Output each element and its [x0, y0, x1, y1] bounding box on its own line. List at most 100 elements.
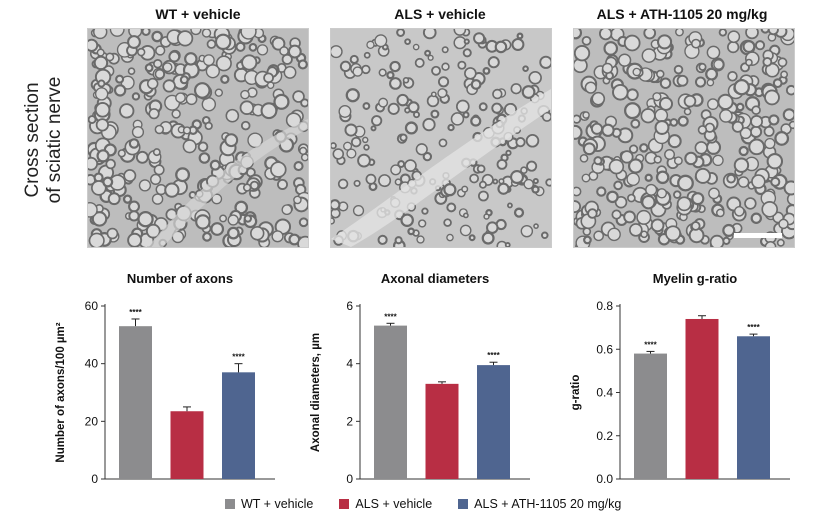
axon-ring: [418, 219, 427, 228]
axon-ring: [650, 218, 665, 233]
bar: [425, 383, 459, 479]
axon-ring: [782, 108, 794, 122]
axon-ring: [331, 217, 336, 225]
axon-ring: [540, 231, 549, 240]
axon-ring: [639, 143, 649, 153]
axon-ring: [777, 57, 788, 68]
axon-ring: [293, 161, 304, 172]
axon-ring: [667, 134, 682, 149]
axon-ring: [198, 152, 211, 164]
axon-ring: [453, 29, 467, 36]
axon-ring: [726, 173, 736, 184]
axon-ring: [574, 45, 591, 62]
axon-ring: [582, 111, 590, 119]
axon-ring: [443, 183, 457, 197]
axon-ring: [422, 117, 436, 132]
legend-swatch: [225, 499, 235, 509]
axon-ring: [579, 154, 589, 163]
bar-chart: Axonal diameters Axonal diameters, µm 0 2 4 6…: [310, 271, 530, 486]
axon-ring: [706, 78, 715, 87]
axon-ring: [128, 210, 140, 222]
axon-ring: [404, 159, 417, 172]
axon-ring: [88, 232, 105, 247]
axon-ring: [522, 65, 529, 72]
axon-ring: [617, 53, 632, 67]
axon-ring: [640, 108, 656, 124]
axon-ring: [389, 60, 401, 73]
axon-ring: [154, 68, 165, 80]
legend-swatch: [458, 499, 469, 509]
axon-ring: [131, 126, 145, 139]
axon-ring: [188, 191, 197, 200]
axon-ring: [396, 29, 406, 37]
axon-ring: [628, 144, 639, 154]
axon-ring: [510, 83, 522, 95]
axon-ring: [277, 178, 288, 190]
axon-ring: [521, 85, 536, 99]
axon-ring: [611, 209, 622, 220]
axon-ring: [430, 91, 437, 98]
axon-ring: [656, 188, 668, 199]
row-label-svg: Cross section of sciatic nerve: [22, 77, 65, 204]
axon-ring: [750, 115, 764, 128]
axon-ring: [541, 111, 551, 122]
axon-ring: [249, 180, 260, 191]
row-label-line2: of sciatic nerve: [44, 77, 65, 204]
axon-ring: [760, 29, 770, 34]
axon-ring: [698, 62, 707, 71]
axon-ring: [175, 92, 186, 104]
axon-ring: [487, 56, 500, 69]
axon-ring: [654, 108, 669, 123]
axon-ring: [109, 29, 125, 37]
axon-ring: [766, 153, 784, 170]
axon-ring: [176, 30, 194, 47]
y-tick-label: 4: [346, 357, 353, 371]
axon-ring: [582, 142, 596, 156]
axon-ring: [492, 178, 499, 185]
axon-ring: [431, 65, 441, 76]
axon-ring: [507, 202, 513, 209]
axon-ring: [331, 45, 343, 59]
axon-ring: [739, 127, 752, 140]
axon-ring: [463, 38, 470, 45]
axon-ring: [525, 133, 540, 148]
axon-ring: [135, 150, 149, 164]
axon-ring: [94, 87, 109, 101]
axon-ring: [749, 125, 763, 138]
axon-ring: [131, 92, 141, 101]
axon-ring: [243, 214, 253, 223]
axon-ring: [227, 214, 239, 226]
axon-ring: [300, 98, 308, 108]
axon-ring: [706, 45, 721, 60]
axon-ring: [656, 34, 673, 50]
legend-label: ALS + ATH-1105 20 mg/kg: [474, 497, 622, 511]
axon-ring: [627, 193, 636, 203]
axon-ring: [117, 149, 126, 158]
axon-ring: [606, 190, 619, 204]
axon-ring: [470, 79, 482, 90]
panel-title-als: ALS + vehicle: [394, 6, 486, 22]
axon-ring: [734, 205, 745, 217]
axon-ring: [644, 173, 653, 182]
axon-ring: [632, 67, 642, 77]
axon-ring: [596, 186, 607, 197]
axon-ring: [774, 131, 790, 146]
axon-ring: [574, 114, 582, 124]
chart-title: Axonal diameters: [381, 271, 489, 286]
bar: [737, 336, 770, 479]
axon-ring: [397, 160, 406, 168]
axon-ring: [215, 55, 232, 72]
axon-ring: [748, 138, 765, 156]
axon-ring: [652, 92, 662, 102]
bar: [634, 353, 667, 479]
axon-ring: [144, 63, 154, 73]
axon-ring: [438, 138, 448, 148]
axon-ring: [414, 57, 425, 68]
axon-ring: [574, 124, 583, 140]
y-tick-label: 6: [346, 299, 353, 313]
axon-ring: [122, 194, 133, 204]
axon-ring: [145, 223, 161, 239]
axon-ring: [182, 126, 192, 135]
axon-ring: [690, 221, 701, 231]
axon-ring: [137, 47, 146, 57]
